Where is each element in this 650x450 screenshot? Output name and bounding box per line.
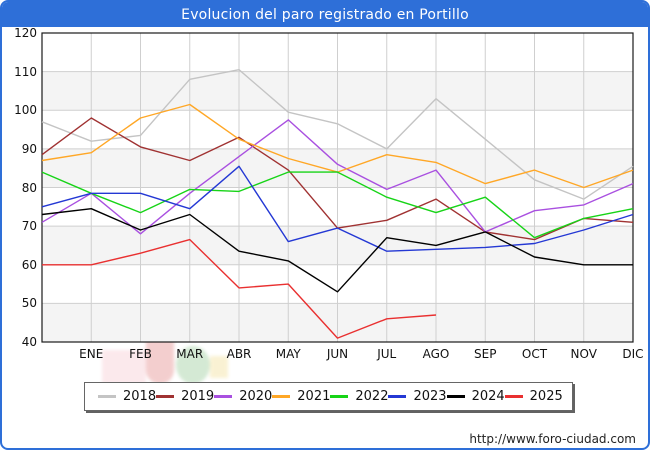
x-axis-month-label: ABR	[226, 347, 252, 361]
legend-item-2022: 2022	[330, 389, 388, 404]
y-axis-tick-label: 120	[14, 26, 37, 40]
x-axis-month-label: JUN	[326, 347, 349, 361]
x-axis-month-label: FEB	[129, 347, 152, 361]
plot-border	[41, 32, 634, 343]
y-axis-tick-label: 80	[21, 180, 37, 195]
y-axis-tick-label: 70	[21, 219, 37, 234]
x-axis-month-label: ENE	[79, 347, 104, 361]
legend-item-2025: 2025	[504, 389, 563, 404]
footer-url: http://www.foro-ciudad.com	[469, 432, 636, 446]
legend-item-2018: 2018	[98, 389, 156, 404]
legend-item-2024: 2024	[446, 389, 505, 404]
legend-year-label: 2025	[529, 389, 563, 404]
x-axis-month-label: SEP	[474, 347, 497, 361]
title-bar: Evolucion del paro registrado en Portill…	[2, 2, 648, 27]
x-axis-month-label: AGO	[422, 347, 450, 361]
series-line-2020	[41, 119, 634, 235]
chart-title: Evolucion del paro registrado en Portill…	[181, 6, 469, 23]
legend-year-label: 2021	[297, 389, 331, 404]
legend-swatch-icon	[388, 395, 407, 398]
y-axis-tick-label: 90	[21, 141, 37, 156]
legend: 2018 2019 2020 2021 2022 2023 2024 2025	[84, 382, 573, 411]
series-line-2018	[41, 68, 634, 200]
series-line-2024	[41, 207, 633, 293]
y-axis-tick-label: 100	[14, 103, 37, 118]
legend-item-2019: 2019	[156, 389, 214, 404]
y-axis-tick-label: 60	[21, 257, 37, 272]
legend-item-2023: 2023	[388, 389, 447, 404]
y-axis-tick-label: 110	[14, 64, 37, 79]
legend-swatch-icon	[214, 395, 233, 398]
legend-swatch-icon	[156, 395, 175, 398]
legend-year-label: 2020	[239, 389, 273, 404]
x-axis-month-label: MAY	[275, 347, 301, 361]
series-line-2025	[42, 238, 437, 339]
y-axis-tick-label: 50	[21, 296, 37, 311]
legend-year-label: 2023	[413, 389, 447, 404]
legend-swatch-icon	[446, 395, 465, 398]
legend-year-label: 2019	[181, 389, 215, 404]
x-axis-month-label: OCT	[521, 347, 548, 361]
legend-swatch-icon	[272, 395, 291, 398]
legend-year-label: 2024	[471, 389, 505, 404]
legend-swatch-icon	[98, 395, 116, 398]
x-axis-month-label: MAR	[176, 347, 204, 361]
legend-year-label: 2018	[123, 389, 157, 404]
legend-swatch-icon	[330, 395, 349, 398]
x-axis-month-label: NOV	[570, 347, 597, 361]
x-axis-month-label: JUL	[377, 347, 397, 361]
series-line-2022	[41, 171, 634, 239]
series-line-2023	[41, 165, 634, 252]
y-axis-tick-label: 40	[21, 335, 37, 349]
legend-swatch-icon	[504, 395, 523, 398]
legend-item-2021: 2021	[272, 389, 330, 404]
legend-item-2020: 2020	[214, 389, 272, 404]
x-axis-month-label: DIC	[622, 347, 644, 361]
legend-year-label: 2022	[355, 389, 389, 404]
